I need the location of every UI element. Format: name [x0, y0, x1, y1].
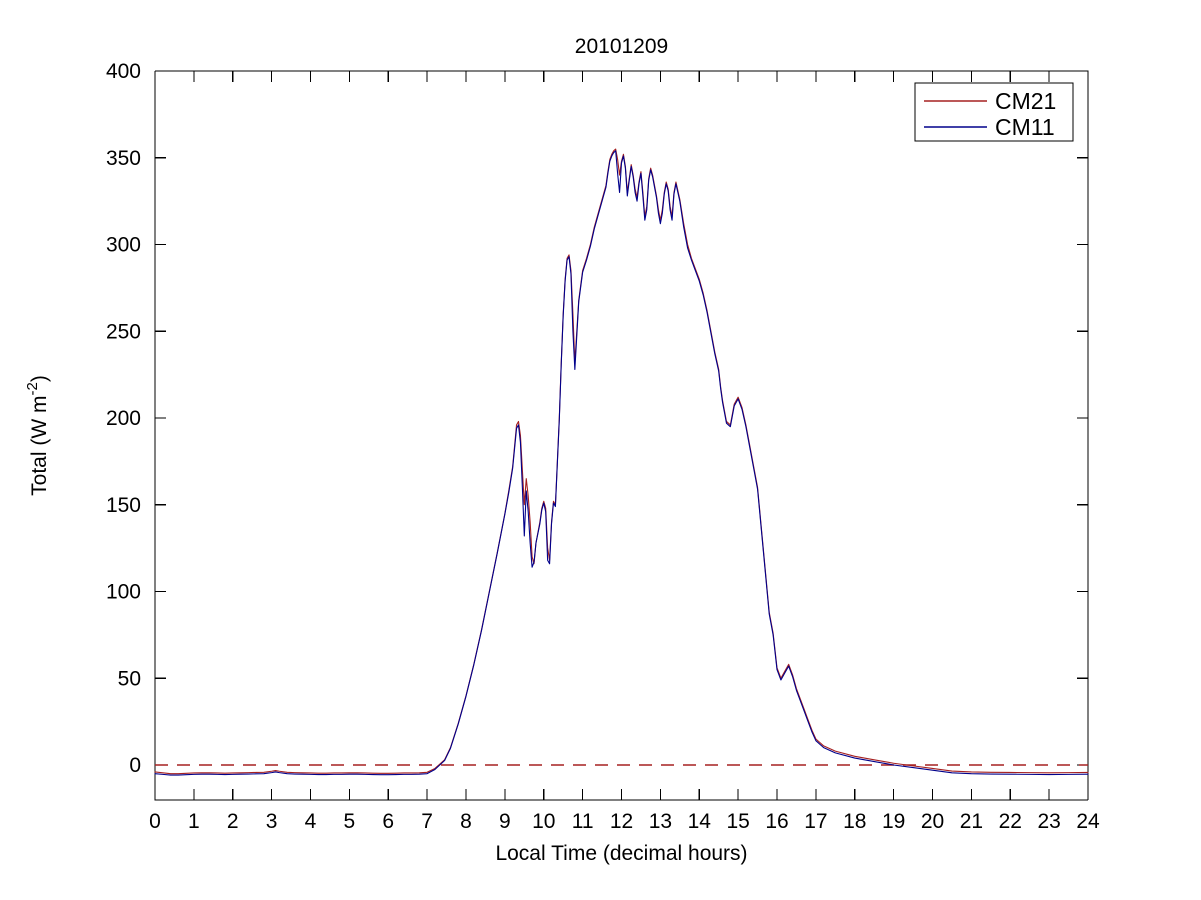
series-cm11 — [154, 150, 1089, 776]
x-tick-label-6: 6 — [382, 810, 394, 833]
y-tick-label-200: 200 — [106, 407, 141, 430]
x-tick-label-11: 11 — [572, 810, 594, 833]
x-tick-label-20: 20 — [921, 810, 944, 833]
legend-label-cm21: CM21 — [995, 88, 1056, 114]
x-tick-label-7: 7 — [421, 810, 433, 833]
axis-frame-top-right — [155, 70, 1089, 800]
x-tick-label-1: 1 — [188, 810, 200, 833]
x-tick-label-18: 18 — [843, 810, 866, 833]
x-tick-label-3: 3 — [266, 810, 278, 833]
y-tick-label-350: 350 — [106, 147, 141, 170]
x-tick-label-4: 4 — [305, 810, 317, 833]
x-axis-label: Local Time (decimal hours) — [495, 842, 747, 865]
axis-frame — [154, 71, 1088, 801]
y-tick-label-100: 100 — [106, 581, 141, 604]
series-cm21 — [154, 148, 1089, 775]
legend-box — [914, 82, 1074, 142]
x-tick-label-5: 5 — [344, 810, 356, 833]
x-tick-label-2: 2 — [227, 810, 239, 833]
x-tick-label-14: 14 — [688, 810, 712, 833]
chart-title: 20101209 — [575, 35, 668, 58]
x-tick-label-21: 21 — [960, 810, 983, 833]
y-tick-label-250: 250 — [106, 320, 141, 343]
svg-text:Total (W m-2): Total (W m-2) — [24, 375, 51, 496]
y-tick-label-0: 0 — [129, 754, 141, 777]
x-tick-label-23: 23 — [1037, 810, 1060, 833]
y-tick-label-150: 150 — [106, 494, 141, 517]
y-tick-label-300: 300 — [106, 234, 141, 257]
legend-label-cm11: CM11 — [995, 114, 1055, 140]
x-tick-label-8: 8 — [460, 810, 472, 833]
x-tick-label-19: 19 — [882, 810, 905, 833]
y-tick-label-50: 50 — [118, 667, 141, 690]
x-tick-label-10: 10 — [532, 810, 555, 833]
y-axis-label: Total (W m-2) — [24, 375, 51, 496]
x-tick-label-9: 9 — [499, 810, 511, 833]
x-tick-label-15: 15 — [726, 810, 749, 833]
x-tick-label-13: 13 — [649, 810, 672, 833]
y-tick-label-400: 400 — [106, 60, 141, 83]
x-tick-label-24: 24 — [1076, 810, 1100, 833]
x-tick-label-17: 17 — [804, 810, 827, 833]
x-tick-label-0: 0 — [149, 810, 161, 833]
x-tick-label-22: 22 — [999, 810, 1022, 833]
x-tick-label-12: 12 — [610, 810, 633, 833]
x-tick-label-16: 16 — [765, 810, 788, 833]
